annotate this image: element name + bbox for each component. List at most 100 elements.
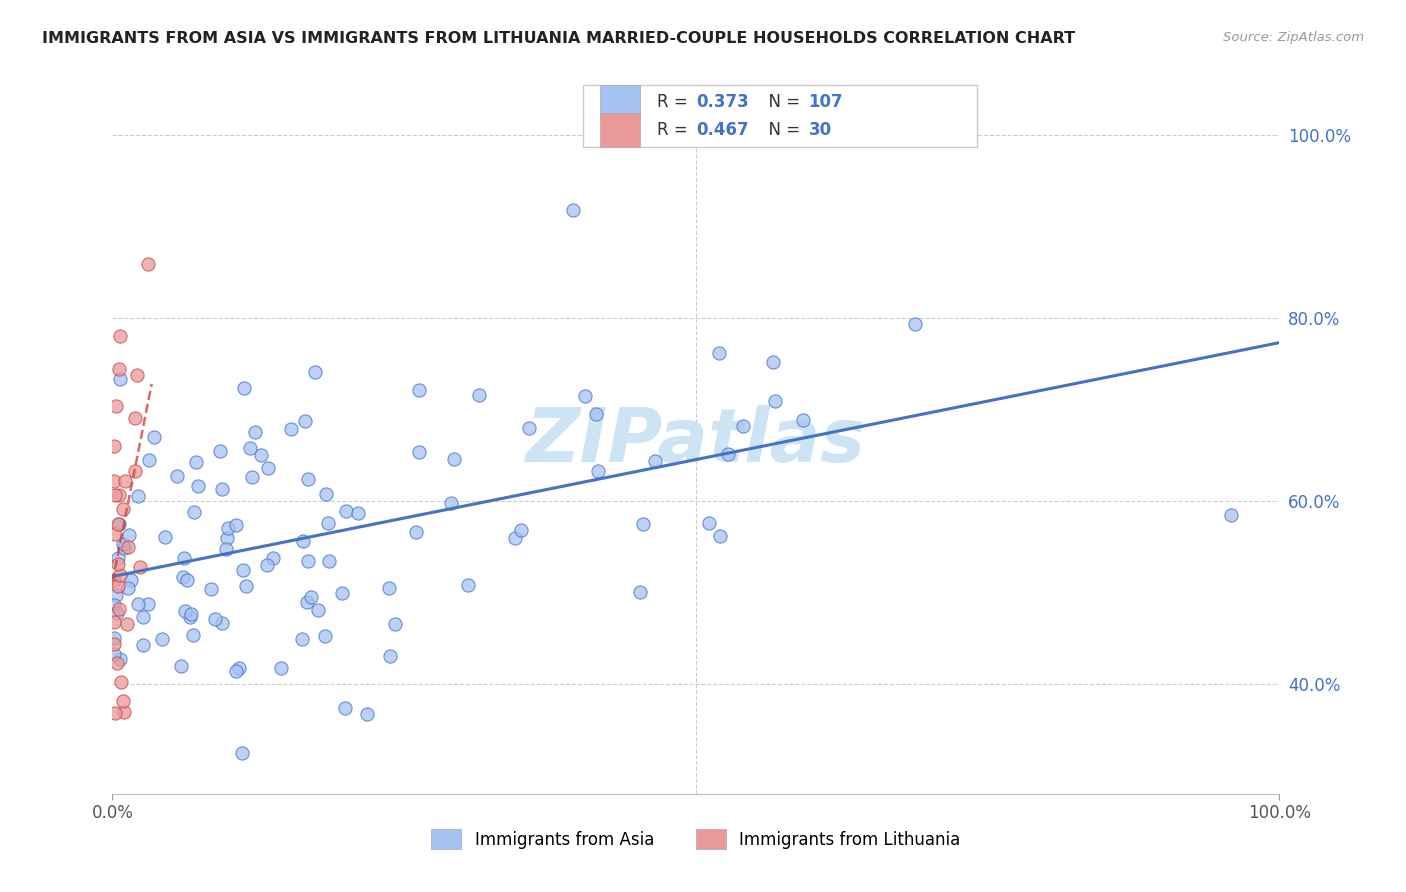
Point [217, 521, 239, 535]
Point [104, 487, 127, 501]
Point [243, 425, 266, 440]
Point [574, 389, 596, 403]
Point [114, 705, 136, 719]
Point [215, 532, 238, 546]
Point [457, 578, 479, 592]
Point [384, 617, 406, 632]
Point [150, 632, 173, 647]
Point [105, 606, 128, 620]
Point [111, 537, 134, 551]
Point [1220, 508, 1243, 522]
Text: Source: ZipAtlas.com: Source: ZipAtlas.com [1223, 31, 1364, 45]
Point [103, 598, 125, 612]
Point [440, 495, 463, 509]
Point [299, 590, 322, 604]
Point [762, 355, 785, 369]
Point [792, 413, 814, 427]
Point [586, 464, 609, 478]
Point [232, 563, 254, 577]
Point [108, 652, 131, 666]
Point [644, 454, 666, 468]
Point [225, 517, 247, 532]
Point [108, 516, 131, 531]
Point [107, 579, 129, 593]
Point [132, 609, 155, 624]
Point [256, 558, 278, 572]
Point [183, 505, 205, 519]
Point [104, 527, 127, 541]
Point [250, 448, 273, 462]
Point [173, 550, 195, 565]
Point [208, 444, 231, 458]
Point [107, 558, 129, 572]
Point [138, 452, 160, 467]
Point [332, 586, 354, 600]
Point [117, 528, 139, 542]
Point [105, 656, 128, 670]
Text: 107: 107 [808, 94, 844, 112]
Point [127, 489, 149, 503]
Point [405, 524, 427, 539]
Point [517, 421, 540, 435]
Point [510, 523, 533, 537]
Point [717, 447, 740, 461]
Point [697, 516, 720, 530]
Point [318, 554, 340, 568]
Point [103, 636, 125, 650]
Point [291, 534, 314, 549]
Point [200, 582, 222, 597]
Point [335, 701, 357, 715]
Text: ZIPatlas: ZIPatlas [526, 405, 866, 478]
Point [107, 551, 129, 566]
Point [127, 597, 149, 611]
Point [225, 664, 247, 678]
Text: 0.467: 0.467 [696, 120, 748, 138]
Point [503, 531, 526, 545]
Point [204, 612, 226, 626]
Point [110, 674, 132, 689]
Point [108, 329, 131, 343]
Point [235, 579, 257, 593]
Point [108, 602, 131, 616]
Point [136, 257, 159, 271]
Point [114, 474, 136, 488]
Point [183, 627, 205, 641]
Point [103, 574, 125, 588]
Legend: Immigrants from Asia, Immigrants from Lithuania: Immigrants from Asia, Immigrants from Li… [425, 822, 967, 856]
Point [129, 560, 152, 574]
Point [124, 464, 146, 478]
Point [356, 707, 378, 722]
Point [179, 610, 201, 624]
Point [108, 488, 131, 502]
Point [103, 631, 125, 645]
Point [562, 203, 585, 218]
Point [297, 553, 319, 567]
Point [239, 441, 262, 455]
Point [257, 461, 280, 475]
Point [233, 381, 256, 395]
Point [378, 581, 401, 595]
Point [104, 399, 127, 413]
Point [103, 439, 125, 453]
Point [184, 455, 207, 469]
Point [904, 317, 927, 331]
Point [104, 588, 127, 602]
Point [297, 472, 319, 486]
Point [378, 649, 401, 664]
Point [136, 597, 159, 611]
Point [408, 445, 430, 459]
Text: R =: R = [657, 94, 693, 112]
Text: 30: 30 [808, 120, 831, 138]
Point [270, 661, 292, 675]
Point [346, 506, 368, 520]
Point [117, 540, 139, 554]
Point [294, 414, 316, 428]
Text: R =: R = [657, 120, 693, 138]
Point [228, 661, 250, 675]
Point [176, 573, 198, 587]
Point [307, 602, 329, 616]
Point [231, 747, 253, 761]
Point [173, 604, 195, 618]
Point [295, 595, 318, 609]
Point [631, 517, 654, 532]
